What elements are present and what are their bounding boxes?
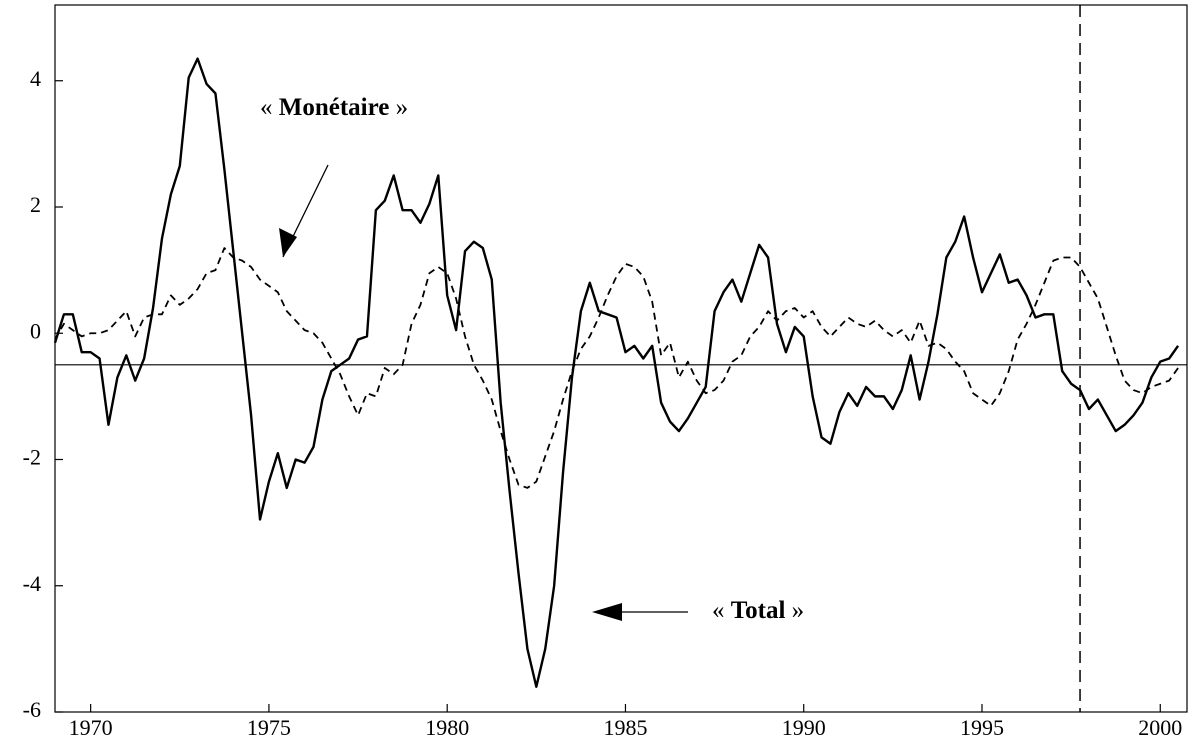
y-tick-label: 2 xyxy=(30,192,41,217)
annotation-label: Total xyxy=(731,597,786,624)
y-tick-label: 0 xyxy=(30,318,41,343)
annotation-label: Monétaire xyxy=(279,94,390,121)
series-line xyxy=(54,247,1179,489)
marks: 4 2 0 -2 -4 -6 1970 1975 1980 1985 1990 1995 2000 xyxy=(23,5,1187,740)
annotation-close: » xyxy=(792,597,805,624)
annotation-open: « xyxy=(712,597,725,624)
annotation-close: » xyxy=(396,94,409,121)
x-tick-label: 1980 xyxy=(425,715,469,740)
y-tick-label: -2 xyxy=(23,445,41,470)
y-tick-label: 4 xyxy=(30,66,41,91)
annotation-monetaire: « Monétaire » xyxy=(260,94,408,121)
annotation-total: « Total » xyxy=(712,597,804,624)
annotation-arrowhead xyxy=(592,603,622,621)
y-tick-label: -4 xyxy=(23,571,41,596)
x-tick-label: 1975 xyxy=(247,715,291,740)
annotation-arrowhead xyxy=(279,228,297,257)
x-tick-label: 1990 xyxy=(782,715,826,740)
plot-frame xyxy=(54,4,1188,713)
y-tick-label: -6 xyxy=(23,697,41,722)
x-tick-label: 1985 xyxy=(603,715,647,740)
x-tick-label: 1970 xyxy=(69,715,113,740)
series-line xyxy=(53,57,1180,688)
x-tick-label: 2000 xyxy=(1138,715,1182,740)
annotation-open: « xyxy=(260,94,273,121)
x-tick-label: 1995 xyxy=(960,715,1004,740)
